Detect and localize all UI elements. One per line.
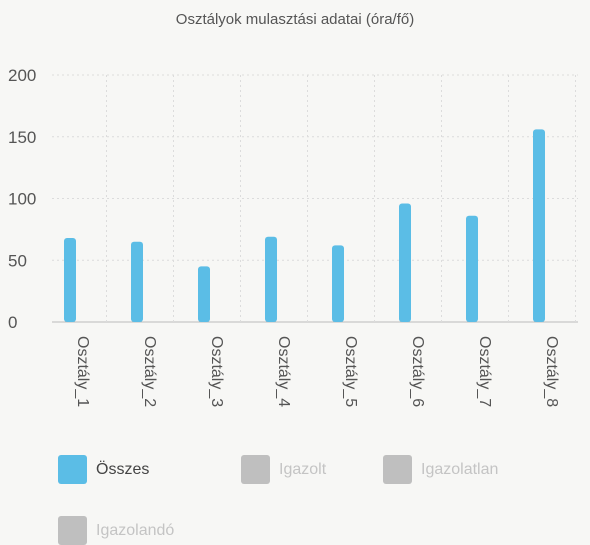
bar-osztály_2[interactable] (131, 241, 143, 322)
legend-item-igazolt[interactable]: Igazolt (241, 455, 326, 484)
bar-osztály_3[interactable] (198, 266, 210, 322)
y-tick-label: 200 (8, 66, 36, 85)
x-axis: Osztály_1 Osztály_2 Osztály_3 Osztály_4 Oszt… (74, 336, 560, 407)
x-tick-label: Osztály_3 (208, 336, 225, 407)
x-tick-label: Osztály_4 (275, 336, 292, 407)
chart-title: Osztályok mulasztási adatai (óra/fő) (176, 11, 414, 28)
legend-swatch (241, 455, 270, 484)
x-tick-label: Osztály_2 (141, 336, 158, 407)
bars (64, 129, 545, 322)
legend-item-összes[interactable]: Összes (58, 455, 149, 484)
bar-osztály_6[interactable] (399, 203, 411, 322)
y-tick-label: 0 (8, 313, 17, 332)
legend-label: Összes (96, 460, 150, 478)
grid-layer (52, 74, 578, 323)
legend-item-igazolatlan[interactable]: Igazolatlan (383, 455, 498, 484)
legend-label: Igazolandó (96, 521, 175, 539)
legend-swatch (58, 455, 87, 484)
bar-osztály_4[interactable] (265, 236, 277, 322)
bar-osztály_8[interactable] (533, 129, 545, 322)
legend-label: Igazolt (279, 460, 327, 478)
x-tick-label: Osztály_7 (476, 336, 493, 407)
x-tick-label: Osztály_5 (342, 336, 359, 407)
legend-swatch (383, 455, 412, 484)
bar-osztály_5[interactable] (332, 245, 344, 322)
x-tick-label: Osztály_6 (409, 336, 426, 407)
legend-label: Igazolatlan (421, 460, 499, 478)
y-tick-label: 50 (8, 251, 27, 270)
legend-item-igazolandó[interactable]: Igazolandó (58, 516, 174, 545)
x-tick-label: Osztály_8 (543, 336, 560, 407)
x-tick-label: Osztály_1 (74, 336, 91, 407)
y-axis: 0 50 100 150 200 (8, 66, 36, 332)
y-tick-label: 100 (8, 190, 36, 209)
legend-swatch (58, 516, 87, 545)
bar-osztály_7[interactable] (466, 215, 478, 322)
y-tick-label: 150 (8, 128, 36, 147)
bar-osztály_1[interactable] (64, 238, 76, 322)
